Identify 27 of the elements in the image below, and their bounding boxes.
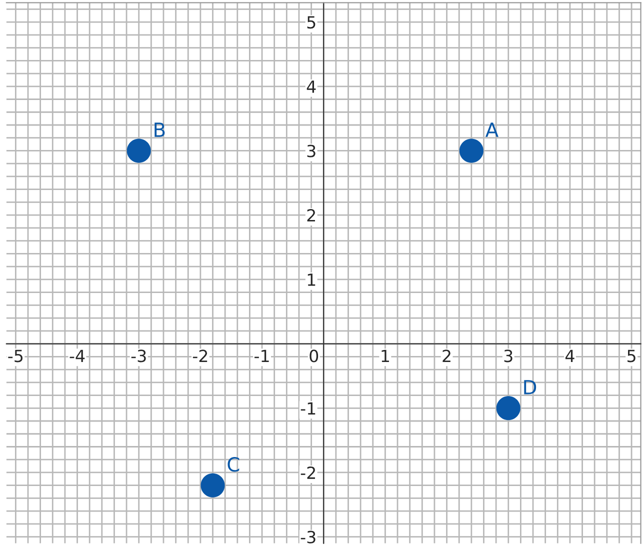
y-tick-label: 3 [307,144,316,158]
annotation: B [154,122,165,137]
annotation: D [524,380,536,394]
y-tick-label: -2 [300,466,315,479]
x-tick-label: -3 [131,350,146,362]
x-tick-label: 2 [442,350,450,362]
point [496,396,520,420]
x-tick-label: 4 [565,350,574,362]
point [200,473,225,498]
y-tick-label: 1 [308,274,316,286]
y-tick-label: -3 [300,530,316,544]
point [126,138,151,163]
x-tick-label: 1 [382,350,389,362]
y-tick-label: 4 [306,80,316,93]
y-tick-label: 5 [307,16,316,29]
y-tick-label: 2 [307,209,315,222]
annotation: A [485,122,498,137]
x-tick-label: 0 [310,350,318,362]
x-tick-label: 5 [628,350,636,362]
x-tick-label: -1 [254,350,269,362]
x-tick-label: 3 [504,350,512,362]
annotation: C [228,457,240,472]
x-tick-label: -4 [70,350,85,362]
x-tick-label: -2 [192,350,208,362]
point [459,138,484,163]
x-tick-label: -5 [8,350,23,362]
y-tick-label: -1 [300,402,316,414]
